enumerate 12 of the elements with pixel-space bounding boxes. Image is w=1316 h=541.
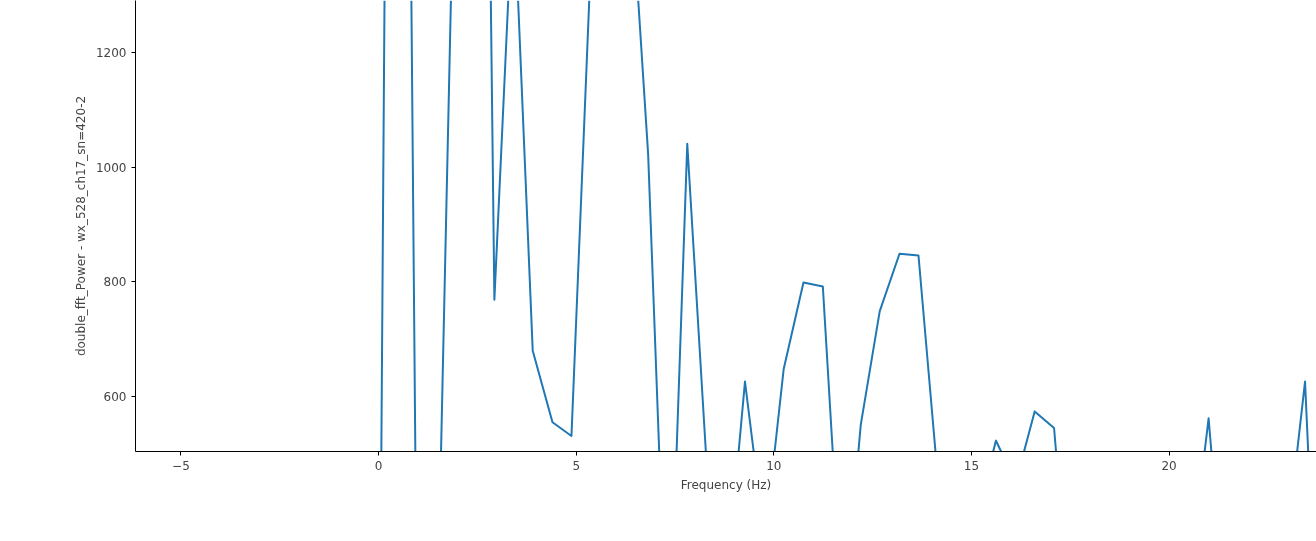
y-axis-title: double_fft_Power - wx_528_ch17_sn=420-2 xyxy=(73,95,88,357)
x-tick-label: 10 xyxy=(766,458,782,473)
x-tick-label: 5 xyxy=(572,458,581,473)
y-tick-label: 1200 xyxy=(95,46,127,61)
x-tick-label: 15 xyxy=(963,458,980,473)
x-tick-label: 20 xyxy=(1161,458,1177,473)
x-tick-label: 0 xyxy=(374,458,383,473)
x-tick-label: −5 xyxy=(172,458,190,473)
y-tick-label: 1000 xyxy=(95,160,127,175)
y-tick-label: 600 xyxy=(103,389,127,404)
y-tick-label: 800 xyxy=(103,275,127,290)
x-axis-title: Frequency (Hz) xyxy=(680,477,772,492)
